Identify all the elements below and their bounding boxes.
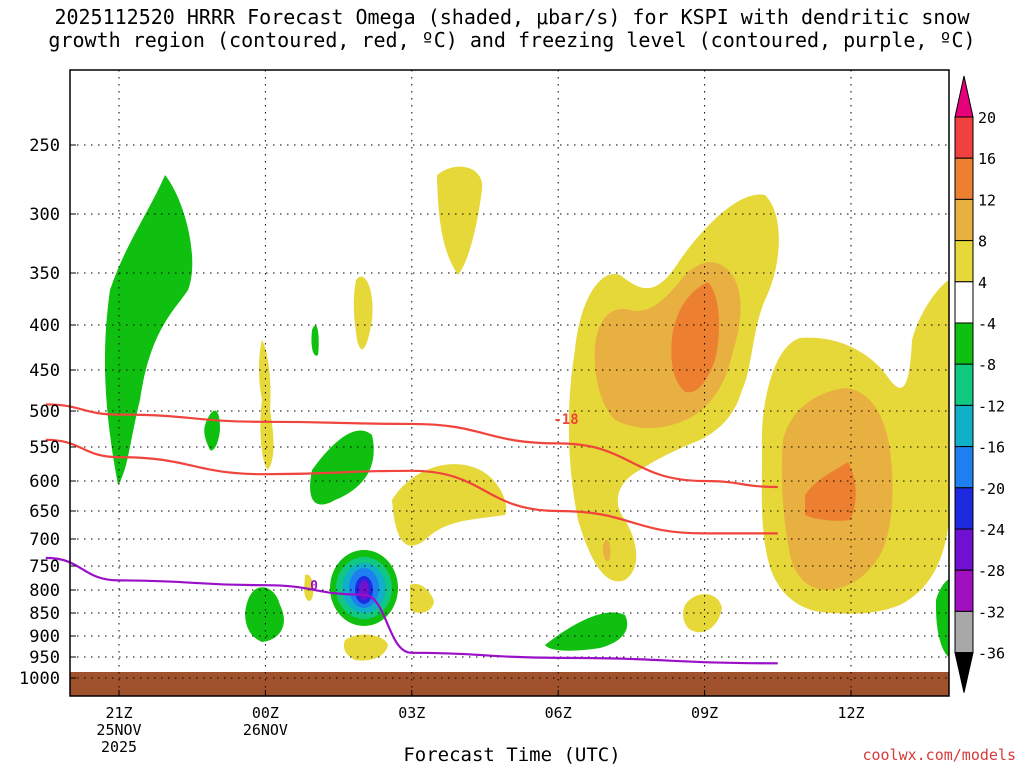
omega-green-region-7 — [935, 578, 949, 658]
contour-label-zero: 0 — [310, 579, 318, 594]
colorbar-top-arrow — [954, 75, 974, 118]
colorbar-label-4: 4 — [978, 274, 987, 292]
omega-green-region-2 — [204, 410, 220, 451]
omega-yellow-region-6 — [410, 583, 434, 613]
chart-title: 2025112520 HRRR Forecast Omega (shaded, … — [48, 5, 976, 52]
omega-yellow-region-1 — [437, 166, 483, 275]
x-tick-label-03Z: 03Z — [398, 704, 425, 722]
y-tick-label-950: 950 — [29, 648, 60, 668]
y-tick-label-700: 700 — [29, 530, 60, 550]
plot-area — [70, 166, 949, 696]
omega-orange-region-3 — [602, 539, 611, 562]
colorbar-bottom-arrow — [954, 652, 974, 693]
omega-green-region-5 — [245, 587, 284, 642]
y-tick-label-550: 550 — [29, 438, 60, 458]
omega-green-region-6 — [545, 612, 628, 651]
omega-green-region-4 — [310, 430, 374, 505]
omega-green-region-3 — [311, 325, 319, 356]
colorbar-label-10: -24 — [978, 521, 1005, 539]
colorbar-label-5: -4 — [978, 315, 996, 333]
omega-yellow-region-5 — [304, 574, 314, 602]
y-tick-label-650: 650 — [29, 502, 60, 522]
y-tick-label-600: 600 — [29, 472, 60, 492]
omega-darkorange-region-1 — [671, 282, 720, 393]
omega-yellow-region-9 — [683, 594, 722, 633]
colorbar-segment-2 — [954, 157, 974, 200]
colorbar-label-2: 12 — [978, 191, 996, 209]
contours: -18 0 — [45, 403, 778, 665]
colorbar-segment-5 — [954, 281, 974, 324]
colorbar-label-7: -12 — [978, 397, 1005, 415]
y-tick-label-500: 500 — [29, 402, 60, 422]
contour-line-2 — [45, 556, 778, 665]
colorbar-label-3: 8 — [978, 233, 987, 251]
colorbar-segment-3 — [954, 198, 974, 242]
colorbar-segment-6 — [954, 322, 974, 365]
y-tick-label-900: 900 — [29, 627, 60, 647]
y-tick-label-250: 250 — [29, 136, 60, 156]
x-tick-label-00Z: 00Z — [252, 704, 279, 722]
colorbar-label-1: 16 — [978, 150, 996, 168]
omega-yellow-region-3 — [259, 340, 274, 470]
colorbar-label-8: -16 — [978, 439, 1005, 457]
omega-yellow-region-7 — [343, 634, 388, 661]
date-label-21Z-0: 25NOV — [96, 721, 142, 739]
colorbar-label-13: -36 — [978, 645, 1005, 663]
colorbar-label-6: -8 — [978, 356, 996, 374]
colorbar-segment-7 — [954, 363, 974, 406]
credit-text[interactable]: coolwx.com/models — [862, 746, 1016, 764]
y-tick-label-350: 350 — [29, 264, 60, 284]
y-tick-label-300: 300 — [29, 205, 60, 225]
y-tick-label-1000: 1000 — [19, 669, 60, 689]
y-tick-label-850: 850 — [29, 604, 60, 624]
colorbar-segment-12 — [954, 569, 974, 612]
omega-yellow-region-2 — [353, 276, 373, 350]
omega-darkorange-region-2 — [805, 462, 856, 521]
contour-label-minus18: -18 — [553, 412, 578, 428]
contour-line-1 — [45, 438, 778, 535]
y-tick-label-450: 450 — [29, 361, 60, 381]
colorbar-segment-10 — [954, 487, 974, 530]
x-tick-label-12Z: 12Z — [837, 704, 864, 722]
axes: 250 300 350 400 450 500 550 600 650 700 750 800 850 9… — [19, 136, 865, 722]
omega-yellow-region-4 — [392, 464, 507, 546]
ground-strip — [70, 672, 949, 696]
colorbar-segment-13 — [954, 610, 974, 654]
date-label-00Z-0: 26NOV — [242, 721, 288, 739]
colorbar-segment-8 — [954, 404, 974, 448]
contour-line-0 — [45, 403, 778, 489]
x-axis-label: Forecast Time (UTC) — [403, 744, 621, 766]
x-tick-label-21Z: 21Z — [105, 704, 132, 722]
y-tick-label-750: 750 — [29, 557, 60, 577]
colorbar: 20 16 12 8 4 -4 -8 -12 -16 -20 -24 -28 -32 -36 — [954, 75, 1005, 693]
colorbar-segment-11 — [954, 528, 974, 571]
omega-green-region-21z — [104, 175, 193, 485]
colorbar-segment-1 — [954, 116, 974, 159]
colorbar-segment-9 — [954, 446, 974, 489]
date-label-21Z-1: 2025 — [100, 738, 138, 756]
colorbar-segment-4 — [954, 240, 974, 283]
x-tick-label-06Z: 06Z — [545, 704, 572, 722]
colorbar-label-9: -20 — [978, 480, 1005, 498]
y-tick-label-400: 400 — [29, 316, 60, 336]
colorbar-label-11: -28 — [978, 562, 1005, 580]
colorbar-label-12: -32 — [978, 603, 1005, 621]
y-tick-label-800: 800 — [29, 581, 60, 601]
plot-frame — [69, 69, 950, 697]
colorbar-label-0: 20 — [978, 109, 996, 127]
x-tick-label-09Z: 09Z — [691, 704, 718, 722]
